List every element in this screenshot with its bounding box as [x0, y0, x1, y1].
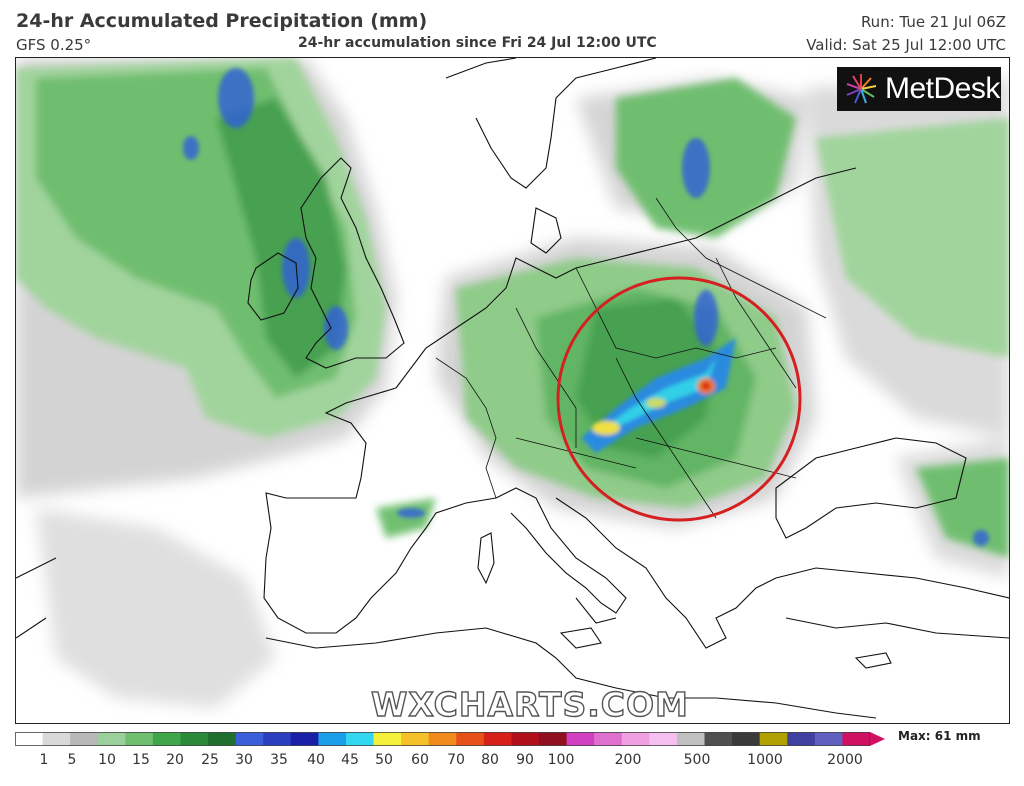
colorbar-swatch	[649, 732, 678, 746]
colorbar-swatch	[345, 732, 375, 746]
colorbar-swatch	[759, 732, 788, 746]
colorbar-swatch	[15, 732, 44, 746]
colorbar-tick-label: 80	[481, 752, 499, 768]
colorbar-tick-label: 20	[166, 752, 184, 768]
accumulation-subtitle: 24-hr accumulation since Fri 24 Jul 12:0…	[298, 35, 657, 51]
colorbar-swatch	[125, 732, 154, 746]
moderate-precip-layer	[16, 58, 1009, 558]
colorbar-swatch	[42, 732, 71, 746]
colorbar-tick-label: 60	[411, 752, 429, 768]
colorbar-tick-label: 1000	[747, 752, 783, 768]
colorbar-tick-label: 10	[98, 752, 116, 768]
colorbar-swatch	[732, 732, 761, 746]
colorbar-tick-label: 70	[447, 752, 465, 768]
map-canvas	[16, 58, 1009, 719]
colorbar-swatch	[842, 732, 871, 746]
metdesk-logo: MetDesk	[837, 67, 1001, 111]
colorbar-tick-label: 25	[201, 752, 219, 768]
colorbar-tick-label: 35	[270, 752, 288, 768]
colorbar-swatch	[539, 732, 568, 746]
metdesk-starburst-icon	[846, 74, 877, 104]
colorbar-swatch	[401, 732, 430, 746]
colorbar-tick-label: 200	[614, 752, 642, 768]
colorbar-swatch	[290, 732, 319, 746]
map-title: 24-hr Accumulated Precipitation (mm)	[16, 10, 428, 32]
chart-header: 24-hr Accumulated Precipitation (mm) GFS…	[0, 0, 1024, 56]
logo-text: MetDesk	[885, 72, 1000, 105]
colorbar-tick-label: 30	[235, 752, 253, 768]
colorbar-swatch	[180, 732, 209, 746]
colorbar-swatch	[621, 732, 650, 746]
colorbar-swatch	[704, 732, 733, 746]
colorbar-swatch	[263, 732, 292, 746]
colorbar-tick-label: 90	[516, 752, 534, 768]
colorbar-tick-label: 100	[547, 752, 575, 768]
wxcharts-watermark: WXCHARTS.COM	[370, 684, 689, 724]
colorbar-tick-label: 5	[67, 752, 77, 768]
colorbar-tick-label: 40	[307, 752, 325, 768]
valid-time: Valid: Sat 25 Jul 12:00 UTC	[806, 36, 1006, 54]
colorbar	[15, 732, 885, 746]
colorbar-swatch	[373, 732, 402, 746]
colorbar-swatch	[235, 732, 264, 746]
colorbar-swatch	[152, 732, 181, 746]
run-time: Run: Tue 21 Jul 06Z	[860, 13, 1006, 31]
colorbar-extend-arrow	[870, 732, 885, 746]
colorbar-tick-label: 45	[341, 752, 359, 768]
colorbar-tick-label: 2000	[827, 752, 863, 768]
colorbar-swatch	[676, 732, 706, 746]
colorbar-swatch	[483, 732, 512, 746]
colorbar-swatch	[787, 732, 816, 746]
precipitation-map: MetDesk WXCHARTS.COM	[15, 57, 1010, 724]
colorbar-swatch	[511, 732, 540, 746]
highlight-circle	[556, 276, 802, 522]
colorbar-swatch	[428, 732, 457, 746]
colorbar-swatch	[318, 732, 347, 746]
colorbar-labels: 1 5 10 15 20 25 30 35 40 45 50 60 70 80 90 100 200 500 100…	[0, 752, 1024, 772]
colorbar-tick-label: 1	[39, 752, 49, 768]
colorbar-swatch	[208, 732, 237, 746]
colorbar-swatch	[70, 732, 99, 746]
max-value-label: Max: 61 mm	[898, 729, 981, 743]
colorbar-swatch	[814, 732, 843, 746]
colorbar-swatch	[566, 732, 595, 746]
colorbar-tick-label: 500	[683, 752, 711, 768]
colorbar-swatch	[456, 732, 485, 746]
colorbar-swatch	[97, 732, 126, 746]
colorbar-swatch	[594, 732, 623, 746]
coastlines	[16, 58, 1009, 719]
model-label: GFS 0.25°	[16, 36, 92, 54]
colorbar-tick-label: 15	[132, 752, 150, 768]
colorbar-tick-label: 50	[375, 752, 393, 768]
